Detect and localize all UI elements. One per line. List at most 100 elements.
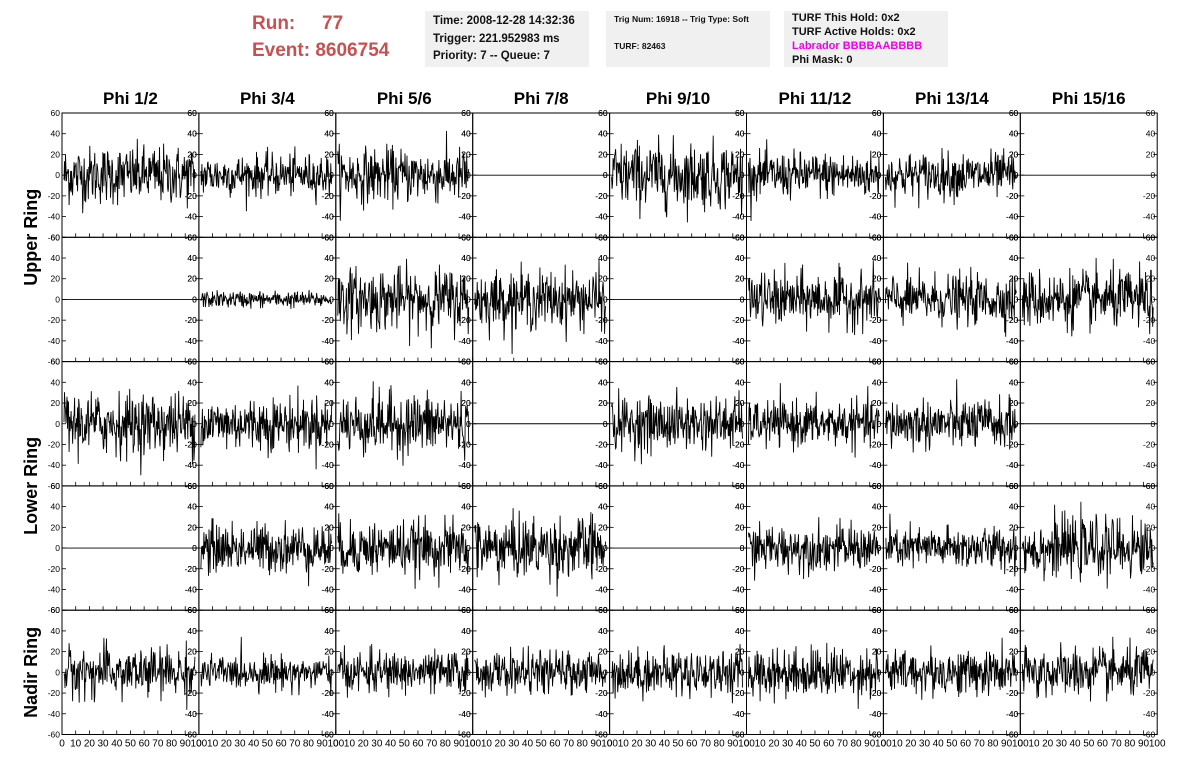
y-tick-label-left: -60 bbox=[1006, 730, 1019, 740]
column-title-2: Phi 3/4 bbox=[240, 89, 295, 108]
x-tick-label: 10 bbox=[207, 739, 219, 750]
y-tick-label-right: 20 bbox=[598, 274, 608, 284]
x-tick-label: 60 bbox=[275, 739, 287, 750]
x-tick-label: 20 bbox=[221, 739, 233, 750]
y-tick-label-left: -40 bbox=[1006, 336, 1019, 346]
y-tick-label-left: -40 bbox=[458, 584, 471, 594]
y-tick-label-right: -20 bbox=[1006, 688, 1019, 698]
y-tick-label-right: 60 bbox=[735, 108, 745, 118]
x-tick-label: 0 bbox=[744, 739, 750, 750]
y-tick-label-left: 40 bbox=[598, 377, 608, 387]
y-tick-label-right: 40 bbox=[187, 129, 197, 139]
y-tick-label-right: 40 bbox=[598, 377, 608, 387]
y-tick-label-left: 0 bbox=[877, 667, 882, 677]
y-tick-label-left: 0 bbox=[740, 294, 745, 304]
x-tick-label: 60 bbox=[1097, 739, 1109, 750]
y-tick-label-left: 0 bbox=[55, 667, 60, 677]
y-tick-label-left: 60 bbox=[598, 481, 608, 491]
y-tick-label-left: 60 bbox=[324, 357, 334, 367]
y-tick-label-right: -20 bbox=[1143, 191, 1156, 201]
y-tick-label-right: 0 bbox=[466, 294, 471, 304]
y-tick-label-right: 40 bbox=[735, 253, 745, 263]
y-tick-label-left: 60 bbox=[461, 232, 471, 242]
y-tick-label-right: 60 bbox=[187, 481, 197, 491]
y-tick-label-right: 20 bbox=[461, 647, 471, 657]
y-tick-label-right: 40 bbox=[1146, 626, 1156, 636]
x-tick-label: 90 bbox=[1001, 739, 1013, 750]
x-tick-label: 100 bbox=[464, 739, 481, 750]
y-tick-label-right: 60 bbox=[324, 481, 334, 491]
y-tick-label-left: -40 bbox=[458, 336, 471, 346]
time-info-box: Time: 2008-12-28 14:32:36 Trigger: 221.9… bbox=[425, 11, 589, 67]
y-tick-label-right: 60 bbox=[598, 357, 608, 367]
x-tick-label: 50 bbox=[262, 739, 274, 750]
y-tick-label-right: -20 bbox=[869, 688, 882, 698]
x-tick-label: 50 bbox=[946, 739, 958, 750]
y-tick-label-right: 40 bbox=[735, 129, 745, 139]
y-tick-label-right: -20 bbox=[1006, 191, 1019, 201]
y-tick-label-right: -60 bbox=[322, 730, 335, 740]
y-tick-label-left: 40 bbox=[1009, 129, 1019, 139]
y-tick-label-right: -40 bbox=[869, 212, 882, 222]
y-tick-label-left: 20 bbox=[872, 647, 882, 657]
y-tick-label-right: -40 bbox=[458, 336, 471, 346]
waveform-trace bbox=[1021, 257, 1154, 337]
x-tick-label: 50 bbox=[672, 739, 684, 750]
y-tick-label-right: 60 bbox=[324, 357, 334, 367]
x-tick-label: 90 bbox=[1138, 739, 1150, 750]
y-tick-label-left: 40 bbox=[1009, 377, 1019, 387]
y-tick-label-right: -20 bbox=[458, 315, 471, 325]
y-tick-label-left: 40 bbox=[461, 502, 471, 512]
y-tick-label-right: -20 bbox=[869, 315, 882, 325]
y-tick-label-left: 0 bbox=[329, 170, 334, 180]
x-tick-label: 30 bbox=[98, 739, 110, 750]
y-tick-label-right: 60 bbox=[1009, 108, 1019, 118]
y-tick-label-left: 20 bbox=[461, 522, 471, 532]
y-tick-label-left: 60 bbox=[1009, 108, 1019, 118]
y-tick-label-left: 20 bbox=[1009, 398, 1019, 408]
y-tick-label-left: 40 bbox=[461, 377, 471, 387]
y-tick-label-left: -40 bbox=[595, 584, 608, 594]
y-tick-label-right: 60 bbox=[461, 481, 471, 491]
waveform-trace bbox=[200, 289, 333, 309]
y-tick-label-right: 60 bbox=[735, 481, 745, 491]
y-tick-label-left: -40 bbox=[732, 709, 745, 719]
y-tick-label-right: -40 bbox=[322, 584, 335, 594]
y-tick-label-right: 40 bbox=[872, 626, 882, 636]
y-tick-label-left: 0 bbox=[192, 419, 197, 429]
y-tick-label-right: -40 bbox=[869, 460, 882, 470]
y-tick-label-left: 40 bbox=[735, 129, 745, 139]
y-tick-label-left: -40 bbox=[1006, 709, 1019, 719]
y-tick-label-left: -40 bbox=[869, 709, 882, 719]
y-tick-label-right: 0 bbox=[329, 294, 334, 304]
y-tick-label-left: -40 bbox=[185, 709, 198, 719]
y-tick-label-left: 20 bbox=[461, 398, 471, 408]
trigger-text: Trigger: 221.952983 ms bbox=[433, 32, 560, 45]
x-tick-label: 100 bbox=[601, 739, 618, 750]
x-tick-label: 40 bbox=[522, 739, 534, 750]
y-tick-label-right: -20 bbox=[869, 439, 882, 449]
y-tick-label-right: 60 bbox=[1146, 232, 1156, 242]
y-tick-label-right: 20 bbox=[1009, 274, 1019, 284]
y-tick-label-left: -40 bbox=[458, 709, 471, 719]
y-tick-label-left: 40 bbox=[51, 253, 61, 263]
waveform-trace bbox=[611, 134, 743, 223]
y-tick-label-left: 20 bbox=[461, 149, 471, 159]
y-tick-label-left: 20 bbox=[872, 274, 882, 284]
y-tick-label-left: 60 bbox=[324, 232, 334, 242]
y-tick-label-right: -40 bbox=[1006, 336, 1019, 346]
y-tick-label-left: 20 bbox=[324, 647, 334, 657]
waveform-trace bbox=[200, 385, 333, 470]
y-tick-label-right: 20 bbox=[187, 647, 197, 657]
y-tick-label-left: 40 bbox=[735, 502, 745, 512]
y-tick-label-left: -20 bbox=[732, 315, 745, 325]
y-tick-label-left: -60 bbox=[48, 605, 61, 615]
y-tick-label-left: -40 bbox=[1006, 584, 1019, 594]
y-tick-label-right: 60 bbox=[598, 481, 608, 491]
y-tick-label-left: 0 bbox=[192, 667, 197, 677]
